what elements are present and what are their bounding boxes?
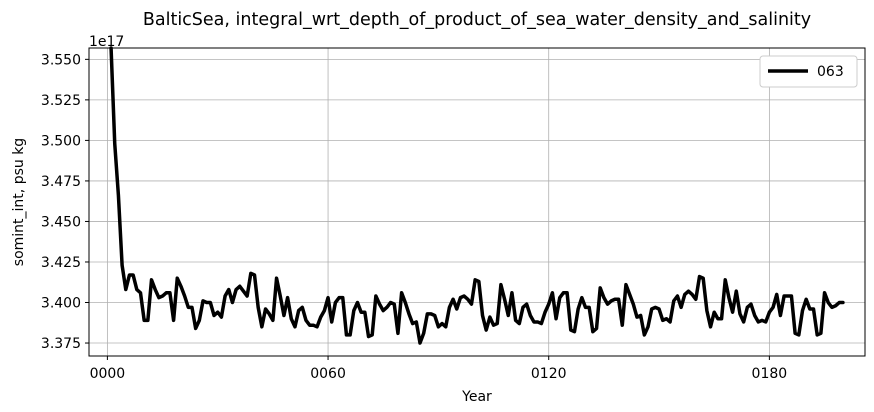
y-tick-label: 3.475 <box>41 174 81 190</box>
series-line-063 <box>109 46 845 345</box>
grid-lines <box>89 48 865 356</box>
y-tick-label: 3.450 <box>41 214 81 230</box>
x-axis-ticks: 0000 0060 0120 0180 <box>90 356 788 382</box>
x-axis-label: Year <box>461 389 492 405</box>
y-tick-label: 3.425 <box>41 255 81 271</box>
x-tick-label: 0000 <box>90 366 126 382</box>
y-tick-label: 3.500 <box>41 133 81 149</box>
series-layer <box>109 46 845 345</box>
x-tick-label: 0060 <box>310 366 346 382</box>
y-tick-label: 3.525 <box>41 93 81 109</box>
x-tick-label: 0180 <box>752 366 788 382</box>
x-tick-label: 0120 <box>531 366 567 382</box>
legend: 063 <box>759 55 858 88</box>
y-axis-offset-label: 1e17 <box>89 34 124 50</box>
y-axis-label: somint_int, psu kg <box>11 138 27 266</box>
legend-box <box>759 55 858 88</box>
plot-area-frame <box>88 47 866 357</box>
legend-label-063: 063 <box>817 64 844 80</box>
y-tick-label: 3.400 <box>41 296 81 312</box>
y-tick-label: 3.550 <box>41 52 81 68</box>
y-axis-ticks: 3.375 3.400 3.425 3.450 3.475 3.500 3.525 3.550 <box>41 52 89 352</box>
chart-title: BalticSea, integral_wrt_depth_of_product… <box>143 10 811 30</box>
y-tick-label: 3.375 <box>41 336 81 352</box>
